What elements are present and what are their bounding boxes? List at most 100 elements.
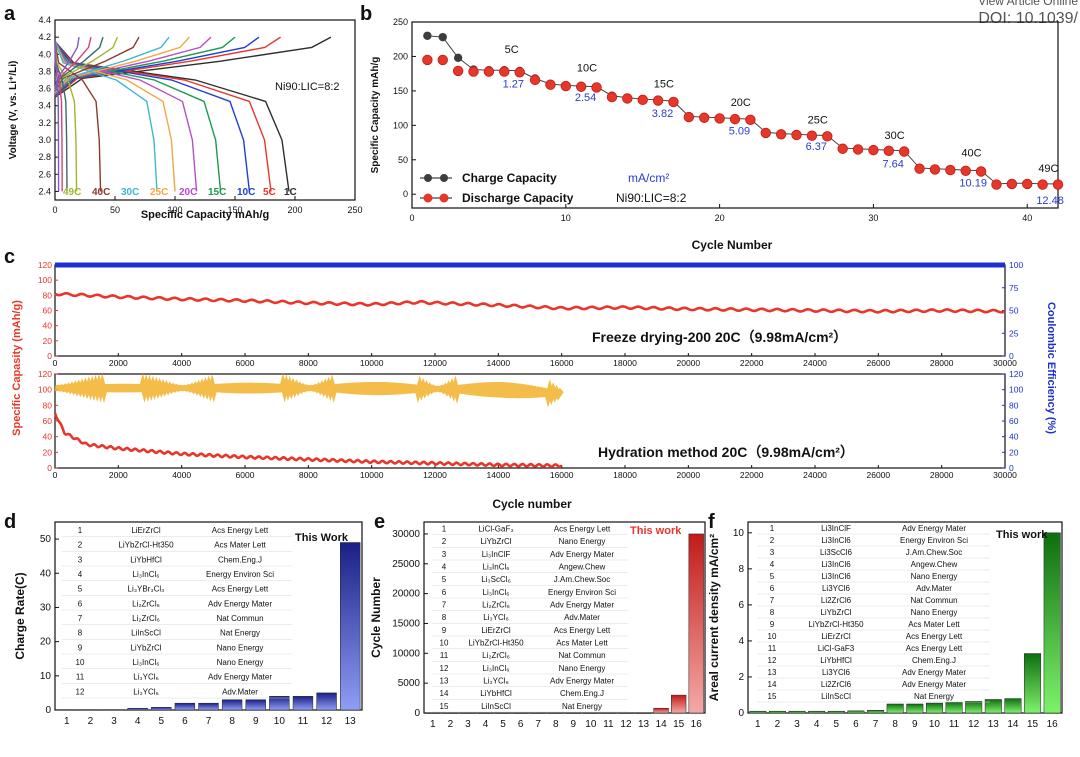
x-tick-label: 1 [430, 719, 436, 730]
charge-point [423, 31, 432, 40]
discharge-point [837, 143, 848, 154]
x-tick-label: 20 [715, 213, 725, 223]
table-cell-material: LiYbZrCl [480, 537, 511, 546]
table-cell-material: LiErZrCl [821, 632, 851, 641]
x-tick-label: 8000 [299, 358, 318, 368]
table-cell-material: Li₃YCl₆ [483, 613, 509, 622]
view-article-link[interactable]: View Article Online [978, 0, 1078, 8]
discharge-curve [54, 41, 251, 192]
current-density-label: 6.37 [806, 141, 827, 153]
bar [635, 712, 652, 714]
charge-point [453, 53, 463, 63]
coulombic-efficiency-band [54, 372, 564, 408]
table-cell-index: 5 [78, 585, 83, 594]
x-tick-label: 3 [465, 719, 471, 730]
table-cell-journal: Chem.Eng.J [560, 689, 604, 698]
x-tick-label: 250 [347, 205, 362, 215]
table-cell-index: 15 [768, 692, 777, 701]
y-tick-label: 0 [45, 705, 51, 716]
rate-legend-label: 10C [237, 187, 255, 198]
discharge-point [422, 54, 433, 66]
table-cell-material: Li₃ScCl₆ [481, 575, 511, 584]
y-tick-label: 10 [733, 528, 745, 539]
x-tick-label: 12 [968, 719, 980, 730]
table-cell-index: 13 [440, 677, 449, 686]
table-cell-journal: Adv Energy Mater [550, 550, 614, 559]
table-cell-index: 4 [770, 560, 775, 569]
y2-tick-label: 75 [1009, 283, 1019, 293]
current-density-label: 1.27 [503, 78, 524, 90]
rate-label: 25C [808, 114, 828, 126]
x-tick-label: 4 [814, 719, 820, 730]
y-tick-label: 20 [43, 336, 53, 346]
y-tick-label: 5000 [398, 678, 421, 689]
table-cell-material: LiYbZrCl-Ht350 [808, 620, 864, 629]
y2-tick-label: 0 [1009, 351, 1014, 361]
x-tick-label: 9 [253, 716, 259, 727]
y-tick-label: 2.6 [38, 169, 51, 179]
y-tick-label: 10000 [392, 648, 420, 659]
discharge-point [806, 130, 818, 141]
discharge-point [883, 145, 895, 157]
bar [530, 712, 546, 714]
bar [442, 712, 458, 714]
table-cell-index: 10 [76, 658, 85, 667]
y-tick-label: 4.2 [38, 32, 51, 42]
table-cell-journal: Adv Energy Mater [208, 673, 272, 682]
table-cell-index: 11 [768, 644, 777, 653]
x-tick-label: 10 [929, 719, 941, 730]
freeze-drying-title: Freeze drying-200 20C（9.98mA/cm²） [592, 329, 847, 345]
bar [174, 702, 196, 711]
rate-label: 49C [1038, 163, 1058, 175]
x-tick-label: 30 [868, 213, 878, 223]
charge-curve [54, 36, 332, 98]
discharge-point [991, 179, 1002, 190]
bar [984, 699, 1002, 714]
table-cell-material: Li3InCl6 [821, 560, 851, 569]
x-tick-label: 5 [158, 716, 164, 727]
x-tick-label: 30000 [993, 358, 1017, 368]
discharge-point [560, 80, 572, 92]
table-cell-index: 5 [442, 575, 447, 584]
table-cell-material: LiYbZrCl [130, 643, 161, 652]
table-cell-journal: Energy Environ Sci [548, 588, 616, 597]
table-cell-index: 2 [78, 541, 83, 550]
table-cell-journal: Angew.Chew [911, 560, 958, 569]
rate-label: 30C [885, 130, 905, 142]
table-cell-index: 8 [78, 629, 83, 638]
x-tick-label: 11 [298, 716, 309, 727]
y-tick-label: 20 [43, 447, 53, 457]
discharge-point [898, 146, 910, 157]
table-cell-journal: Energy Environ Sci [206, 570, 274, 579]
x-tick-label: 15 [673, 719, 685, 730]
table-cell-index: 13 [768, 668, 777, 677]
y-tick-label: 0 [738, 708, 744, 719]
x-tick-label: 7 [873, 719, 879, 730]
table-cell-material: LiYbHfCl [820, 656, 852, 665]
y-tick-label: 2.8 [38, 152, 51, 162]
table-cell-index: 3 [770, 548, 775, 557]
table-cell-journal: Nano Energy [217, 643, 264, 652]
charge-line [427, 35, 1058, 185]
bar [198, 702, 219, 711]
rate-label: 15C [654, 78, 674, 90]
table-cell-material: Li₃InCl₆ [483, 563, 510, 572]
y-tick-label: 0 [403, 189, 408, 199]
table-cell-journal: Angew.Chew [559, 563, 606, 572]
table-cell-index: 6 [442, 588, 447, 597]
y-tick-label: 100 [38, 275, 52, 285]
bar [292, 696, 314, 711]
table-cell-index: 1 [78, 526, 83, 535]
discharge-point [975, 166, 987, 177]
table-cell-material: Li₂ZrCl₆ [482, 601, 510, 610]
table-cell-journal: J.Am.Chew.Soc [554, 575, 610, 584]
y-tick-label: 2.4 [38, 186, 51, 196]
y2-tick-label: 40 [1009, 432, 1019, 442]
table-cell-journal: Energy Environ Sci [900, 536, 968, 545]
x-tick-label: 20000 [677, 470, 701, 480]
bar [127, 708, 148, 711]
charge-curve [54, 36, 140, 92]
x-tick-label: 9 [912, 719, 918, 730]
table-cell-index: 14 [768, 680, 777, 689]
